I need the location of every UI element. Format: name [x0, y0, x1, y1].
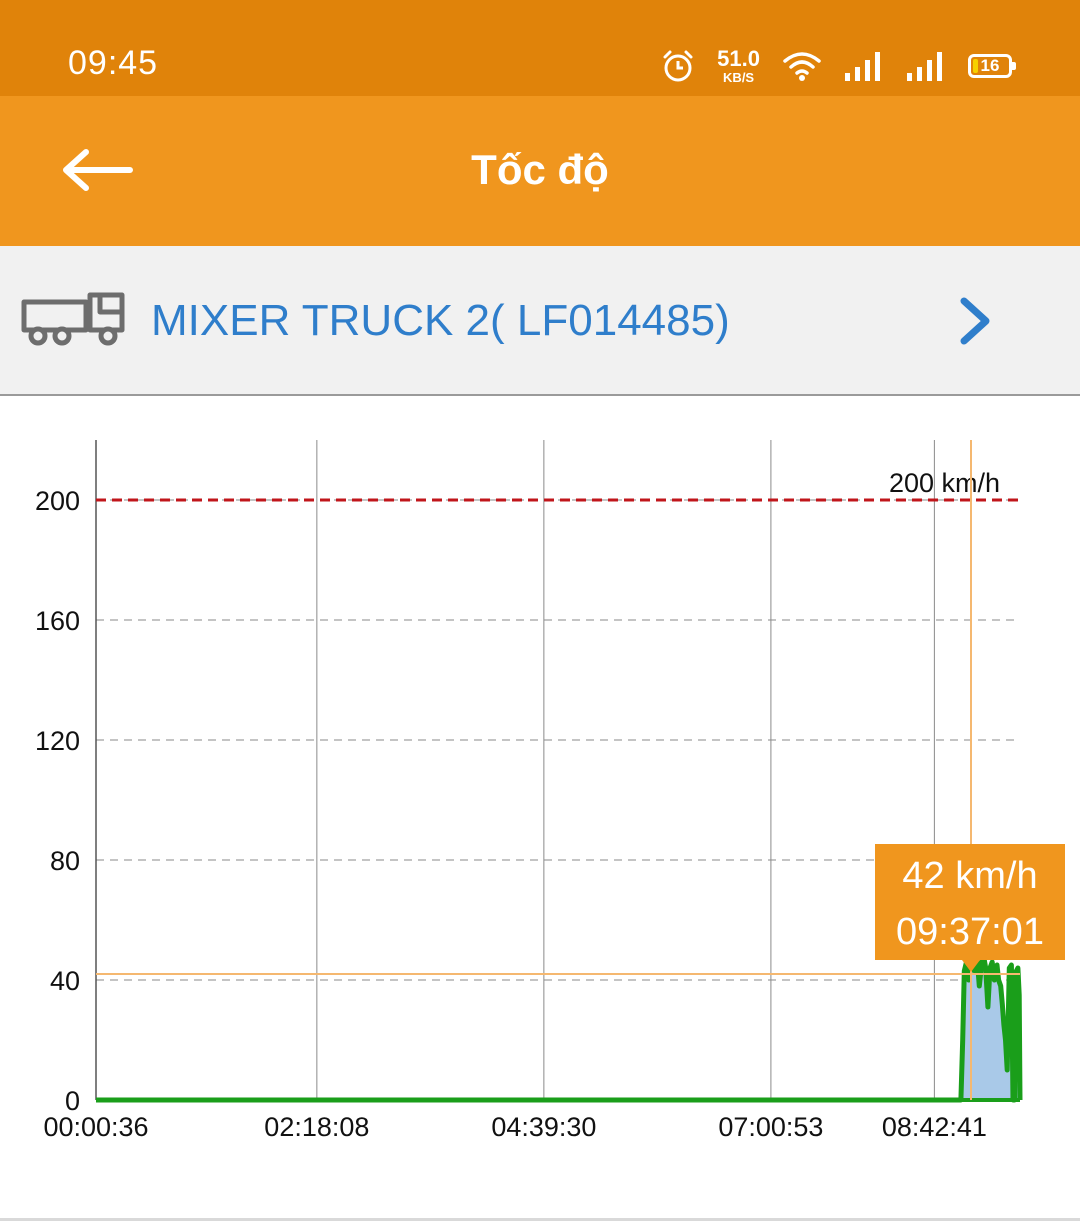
net-speed-value: 51.0 [717, 46, 760, 71]
status-time: 09:45 [68, 44, 159, 82]
net-speed-unit: KB/S [723, 70, 755, 85]
battery-level: 16 [980, 56, 1000, 75]
tooltip-pointer [962, 960, 980, 972]
x-tick-label: 07:00:53 [718, 1112, 823, 1142]
x-tick-label: 02:18:08 [264, 1112, 369, 1142]
speed-line [96, 953, 1023, 1103]
x-tick-label: 00:00:36 [43, 1112, 148, 1142]
wifi-icon [783, 52, 821, 81]
y-tick-label: 200 [35, 486, 80, 516]
signal-icon [845, 52, 880, 81]
page-title: Tốc độ [471, 146, 609, 193]
y-tick-label: 40 [50, 966, 80, 996]
speed-area [96, 956, 1020, 1100]
alarm-icon [663, 50, 693, 82]
status-bar: 09:45 51.0 KB/S [0, 0, 1080, 96]
tooltip-speed: 42 km/h [902, 855, 1037, 897]
signal-icon [907, 52, 942, 81]
bottom-divider [0, 1218, 1080, 1221]
battery-icon: 16 [968, 54, 1016, 78]
x-tick-label: 04:39:30 [491, 1112, 596, 1142]
speed-limit-label: 200 km/h [889, 468, 1000, 498]
speed-chart[interactable]: 0 40 80 120 160 200 00:00:36 02:18:08 04:39:30 07… [0, 396, 1080, 1196]
status-icons: 51.0 KB/S 16 [661, 44, 1016, 88]
vehicle-name: MIXER TRUCK 2( LF014485) [151, 296, 730, 345]
y-tick-label: 80 [50, 846, 80, 876]
back-arrow-icon[interactable] [58, 140, 138, 200]
y-tick-label: 0 [65, 1086, 80, 1116]
vehicle-selector[interactable]: MIXER TRUCK 2( LF014485) [0, 246, 1080, 396]
net-speed: 51.0 KB/S [717, 46, 760, 85]
truck-icon [21, 292, 125, 346]
tooltip-time: 09:37:01 [896, 911, 1044, 953]
x-tick-label: 08:42:41 [882, 1112, 987, 1142]
y-tick-label: 160 [35, 606, 80, 636]
chevron-right-icon[interactable] [955, 296, 995, 346]
y-tick-label: 120 [35, 726, 80, 756]
app-bar: Tốc độ [0, 96, 1080, 246]
tooltip-box [875, 844, 1065, 960]
